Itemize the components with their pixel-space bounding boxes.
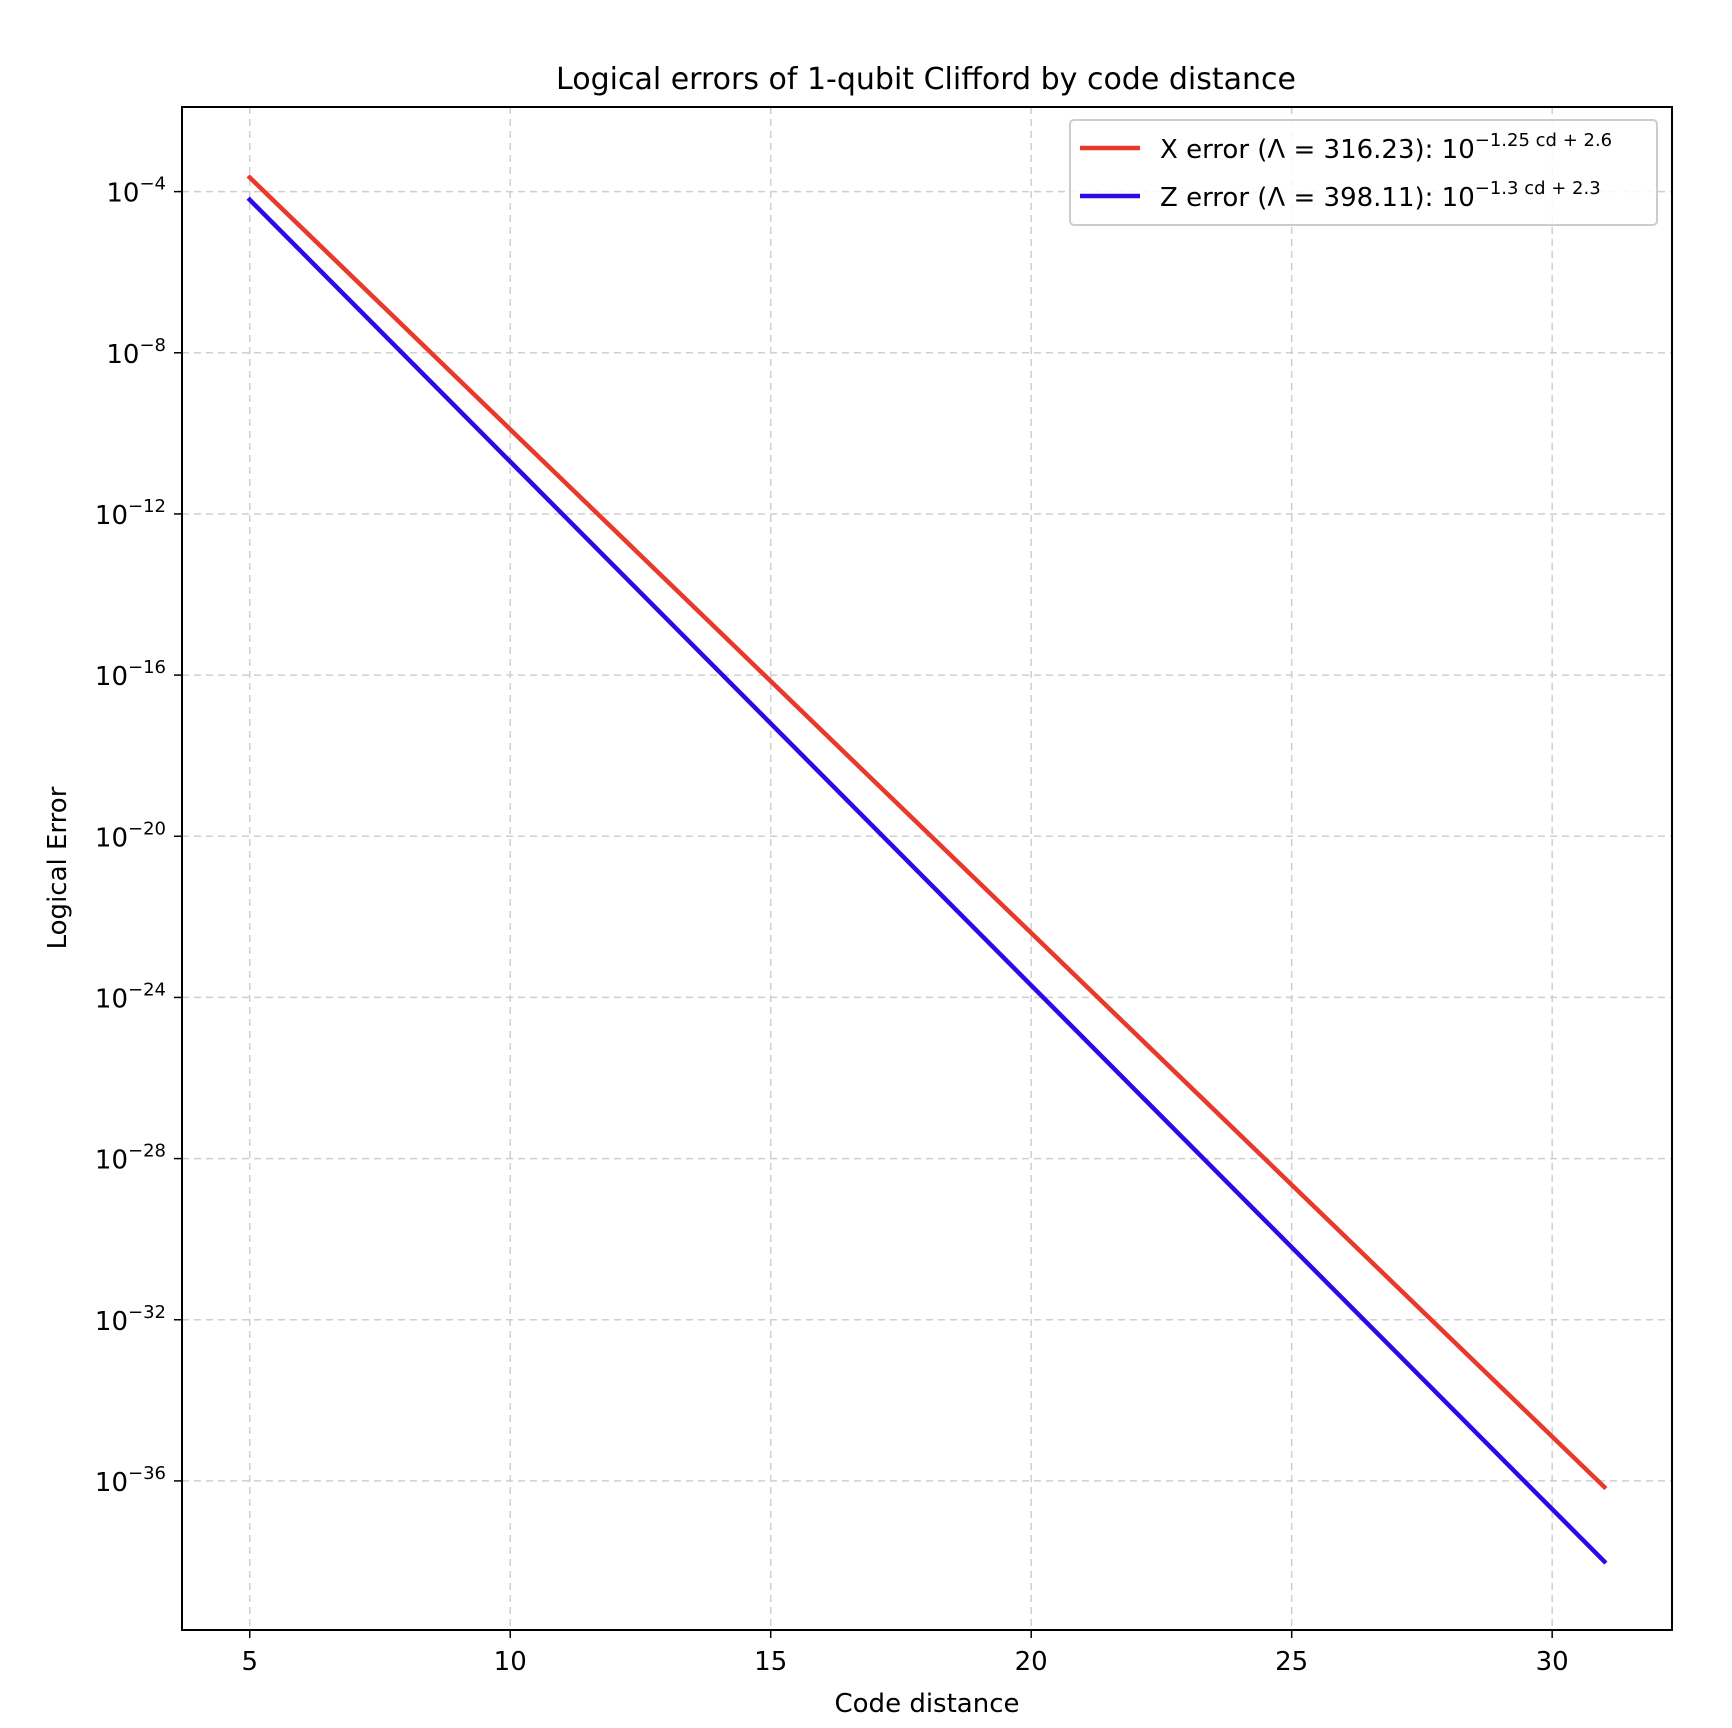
- x-axis-label: Code distance: [835, 1689, 1020, 1719]
- y-tick-label: 10−28: [95, 1141, 166, 1176]
- y-tick-base: 10: [95, 1468, 128, 1498]
- y-tick-label: 10−4: [106, 174, 166, 209]
- y-tick-exponent: −24: [128, 979, 166, 1000]
- legend-box: [1069, 119, 1658, 226]
- y-tick-exponent: −8: [139, 335, 166, 356]
- y-tick-base: 10: [106, 340, 139, 370]
- y-axis-label: Logical Error: [43, 786, 73, 949]
- series-line-0: [246, 174, 1608, 1491]
- grid: [182, 107, 1672, 1630]
- y-tick-label: 10−8: [106, 335, 166, 370]
- y-tick-base: 10: [95, 501, 128, 531]
- y-tick-base: 10: [95, 1307, 128, 1337]
- y-tick-label: 10−32: [95, 1302, 166, 1337]
- series-line-1: [246, 196, 1608, 1565]
- x-axis: 5 10 15 20 25 30: [241, 1630, 1569, 1677]
- y-tick-base: 10: [95, 823, 128, 853]
- series-lines: [246, 174, 1608, 1565]
- y-tick-exponent: −32: [128, 1302, 166, 1323]
- chart-title: Logical errors of 1-qubit Clifford by co…: [556, 62, 1296, 97]
- legend-label-text: X error (Λ = 316.23): 10: [1160, 135, 1475, 165]
- y-axis: 10−410−810−1210−1610−2010−2410−2810−3210…: [95, 174, 182, 1498]
- plot-frame: [181, 106, 1673, 1631]
- y-tick-exponent: −4: [139, 174, 166, 195]
- x-tick-label: 30: [1536, 1647, 1569, 1677]
- x-tick-label: 20: [1015, 1647, 1048, 1677]
- y-tick-label: 10−12: [95, 496, 166, 531]
- y-tick-exponent: −16: [128, 657, 166, 678]
- y-tick-label: 10−24: [95, 979, 166, 1014]
- y-tick-exponent: −20: [128, 818, 166, 839]
- y-tick-base: 10: [95, 1146, 128, 1176]
- y-tick-label: 10−36: [95, 1463, 166, 1498]
- x-tick-label: 15: [754, 1647, 787, 1677]
- legend-label-0: X error (Λ = 316.23): 10−1.25 cd + 2.6: [1160, 130, 1612, 165]
- y-tick-base: 10: [95, 984, 128, 1014]
- y-tick-base: 10: [95, 662, 128, 692]
- legend-label-1: Z error (Λ = 398.11): 10−1.3 cd + 2.3: [1160, 178, 1601, 213]
- y-tick-label: 10−20: [95, 818, 166, 853]
- y-tick-base: 10: [106, 179, 139, 209]
- y-tick-label: 10−16: [95, 657, 166, 692]
- x-tick-label: 25: [1275, 1647, 1308, 1677]
- y-tick-exponent: −12: [128, 496, 166, 517]
- y-tick-exponent: −36: [128, 1463, 166, 1484]
- legend-label-text: Z error (Λ = 398.11): 10: [1160, 183, 1475, 213]
- x-tick-label: 5: [241, 1647, 258, 1677]
- legend-label-exponent: −1.25 cd + 2.6: [1475, 130, 1612, 151]
- legend: X error (Λ = 316.23): 10−1.25 cd + 2.6 Z …: [1069, 119, 1658, 226]
- x-tick-label: 10: [494, 1647, 527, 1677]
- legend-label-exponent: −1.3 cd + 2.3: [1475, 178, 1601, 199]
- y-tick-exponent: −28: [128, 1141, 166, 1162]
